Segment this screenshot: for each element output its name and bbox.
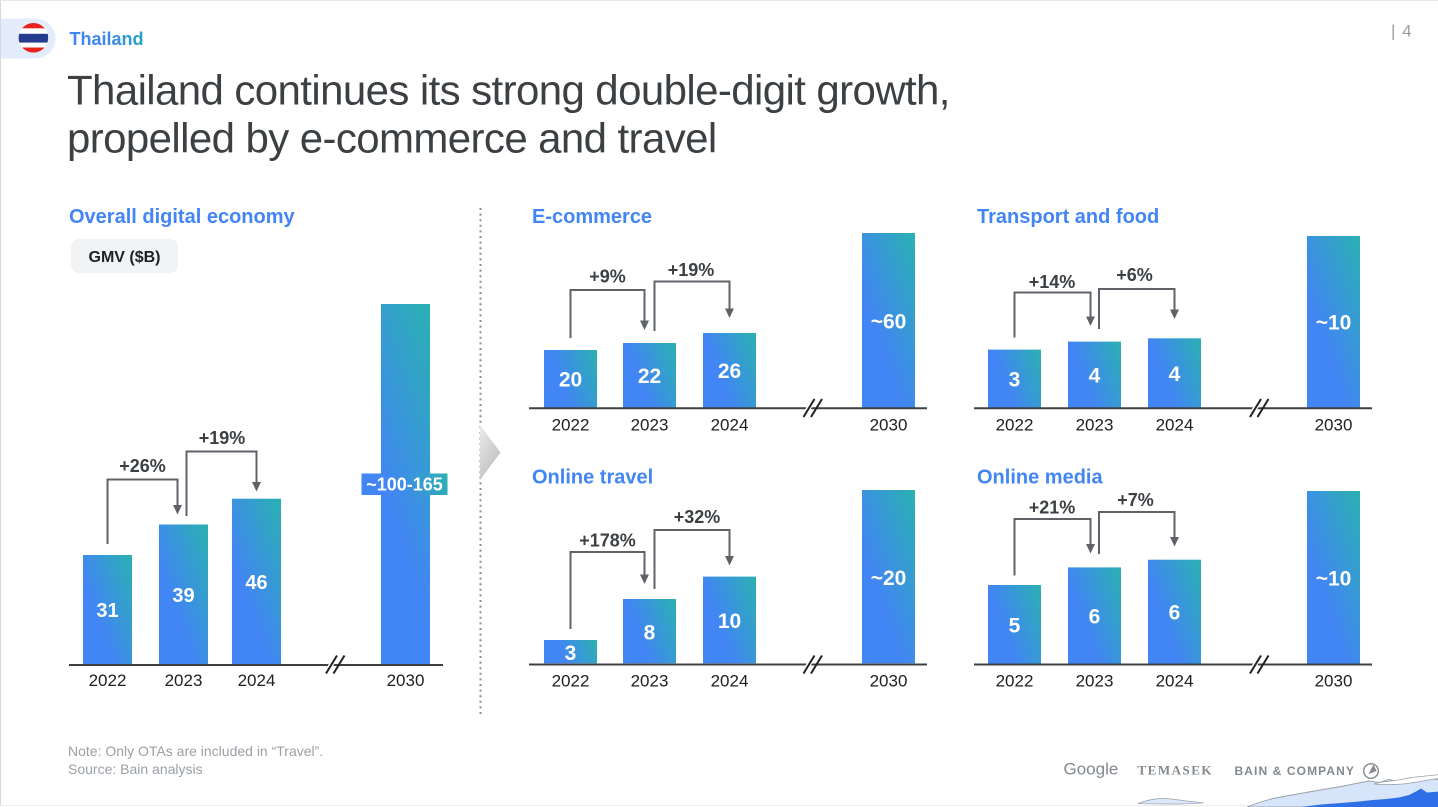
svg-text:+19%: +19% xyxy=(199,428,246,448)
svg-text:4: 4 xyxy=(1169,363,1181,386)
svg-text:2030: 2030 xyxy=(1315,416,1353,435)
svg-text:Online media: Online media xyxy=(977,467,1103,489)
svg-text:+178%: +178% xyxy=(579,531,636,551)
svg-text:propelled by e-commerce and tr: propelled by e-commerce and travel xyxy=(67,115,717,162)
svg-text:2030: 2030 xyxy=(870,416,908,435)
svg-text:Note: Only OTAs are included i: Note: Only OTAs are included in “Travel”… xyxy=(68,743,323,759)
svg-text:TEMASEK: TEMASEK xyxy=(1138,763,1214,778)
svg-text:39: 39 xyxy=(172,585,194,607)
svg-text:~10: ~10 xyxy=(1316,567,1352,590)
svg-text:2023: 2023 xyxy=(165,671,203,690)
svg-text:3: 3 xyxy=(565,642,577,665)
svg-text:+6%: +6% xyxy=(1116,265,1153,285)
svg-text:2024: 2024 xyxy=(1156,672,1194,691)
svg-text:2022: 2022 xyxy=(996,672,1034,691)
svg-text:2023: 2023 xyxy=(1076,672,1114,691)
svg-text:3: 3 xyxy=(1009,369,1021,392)
svg-text:2023: 2023 xyxy=(631,672,669,691)
svg-text:Thailand continues its strong: Thailand continues its strong double-dig… xyxy=(67,67,950,114)
svg-text:Overall digital economy: Overall digital economy xyxy=(69,206,296,228)
svg-text:~10: ~10 xyxy=(1316,312,1352,335)
svg-text:Thailand: Thailand xyxy=(70,29,144,49)
svg-text:2022: 2022 xyxy=(552,416,590,435)
svg-text:6: 6 xyxy=(1169,602,1181,625)
svg-text:+14%: +14% xyxy=(1029,272,1076,292)
svg-text:20: 20 xyxy=(559,369,582,392)
svg-text:2030: 2030 xyxy=(1315,672,1353,691)
svg-text:2024: 2024 xyxy=(711,416,749,435)
svg-text:Google: Google xyxy=(1064,760,1119,779)
svg-text:~60: ~60 xyxy=(871,310,907,333)
svg-text:+21%: +21% xyxy=(1029,498,1076,518)
svg-text:26: 26 xyxy=(718,360,741,383)
svg-text:E-commerce: E-commerce xyxy=(532,206,652,228)
svg-text:+7%: +7% xyxy=(1117,490,1154,510)
svg-text:4: 4 xyxy=(1089,365,1101,388)
svg-text:2030: 2030 xyxy=(387,671,425,690)
svg-text:2022: 2022 xyxy=(996,416,1034,435)
svg-text:31: 31 xyxy=(96,600,118,622)
svg-text:Source: Bain analysis: Source: Bain analysis xyxy=(68,761,203,777)
svg-text:Online travel: Online travel xyxy=(532,467,653,489)
svg-text:22: 22 xyxy=(638,365,661,388)
svg-text:+32%: +32% xyxy=(674,507,721,527)
svg-text:| 4: | 4 xyxy=(1391,22,1413,41)
svg-text:2022: 2022 xyxy=(552,672,590,691)
svg-text:46: 46 xyxy=(245,572,267,594)
svg-text:2024: 2024 xyxy=(1156,416,1194,435)
svg-text:2023: 2023 xyxy=(1076,416,1114,435)
svg-text:2024: 2024 xyxy=(711,672,749,691)
svg-text:+9%: +9% xyxy=(589,267,626,287)
svg-text:2022: 2022 xyxy=(89,671,127,690)
svg-text:GMV ($B): GMV ($B) xyxy=(89,249,161,266)
svg-text:~100-165: ~100-165 xyxy=(366,475,443,495)
svg-text:2030: 2030 xyxy=(870,672,908,691)
svg-text:10: 10 xyxy=(718,610,741,633)
svg-text:~20: ~20 xyxy=(871,567,907,590)
svg-text:+26%: +26% xyxy=(119,456,166,476)
svg-text:6: 6 xyxy=(1089,606,1101,629)
svg-text:+19%: +19% xyxy=(668,260,715,280)
svg-text:Transport and food: Transport and food xyxy=(977,206,1159,228)
svg-text:2023: 2023 xyxy=(631,416,669,435)
svg-text:BAIN & COMPANY: BAIN & COMPANY xyxy=(1235,764,1356,778)
svg-text:8: 8 xyxy=(644,621,656,644)
svg-text:5: 5 xyxy=(1009,614,1021,637)
svg-text:2024: 2024 xyxy=(238,671,276,690)
